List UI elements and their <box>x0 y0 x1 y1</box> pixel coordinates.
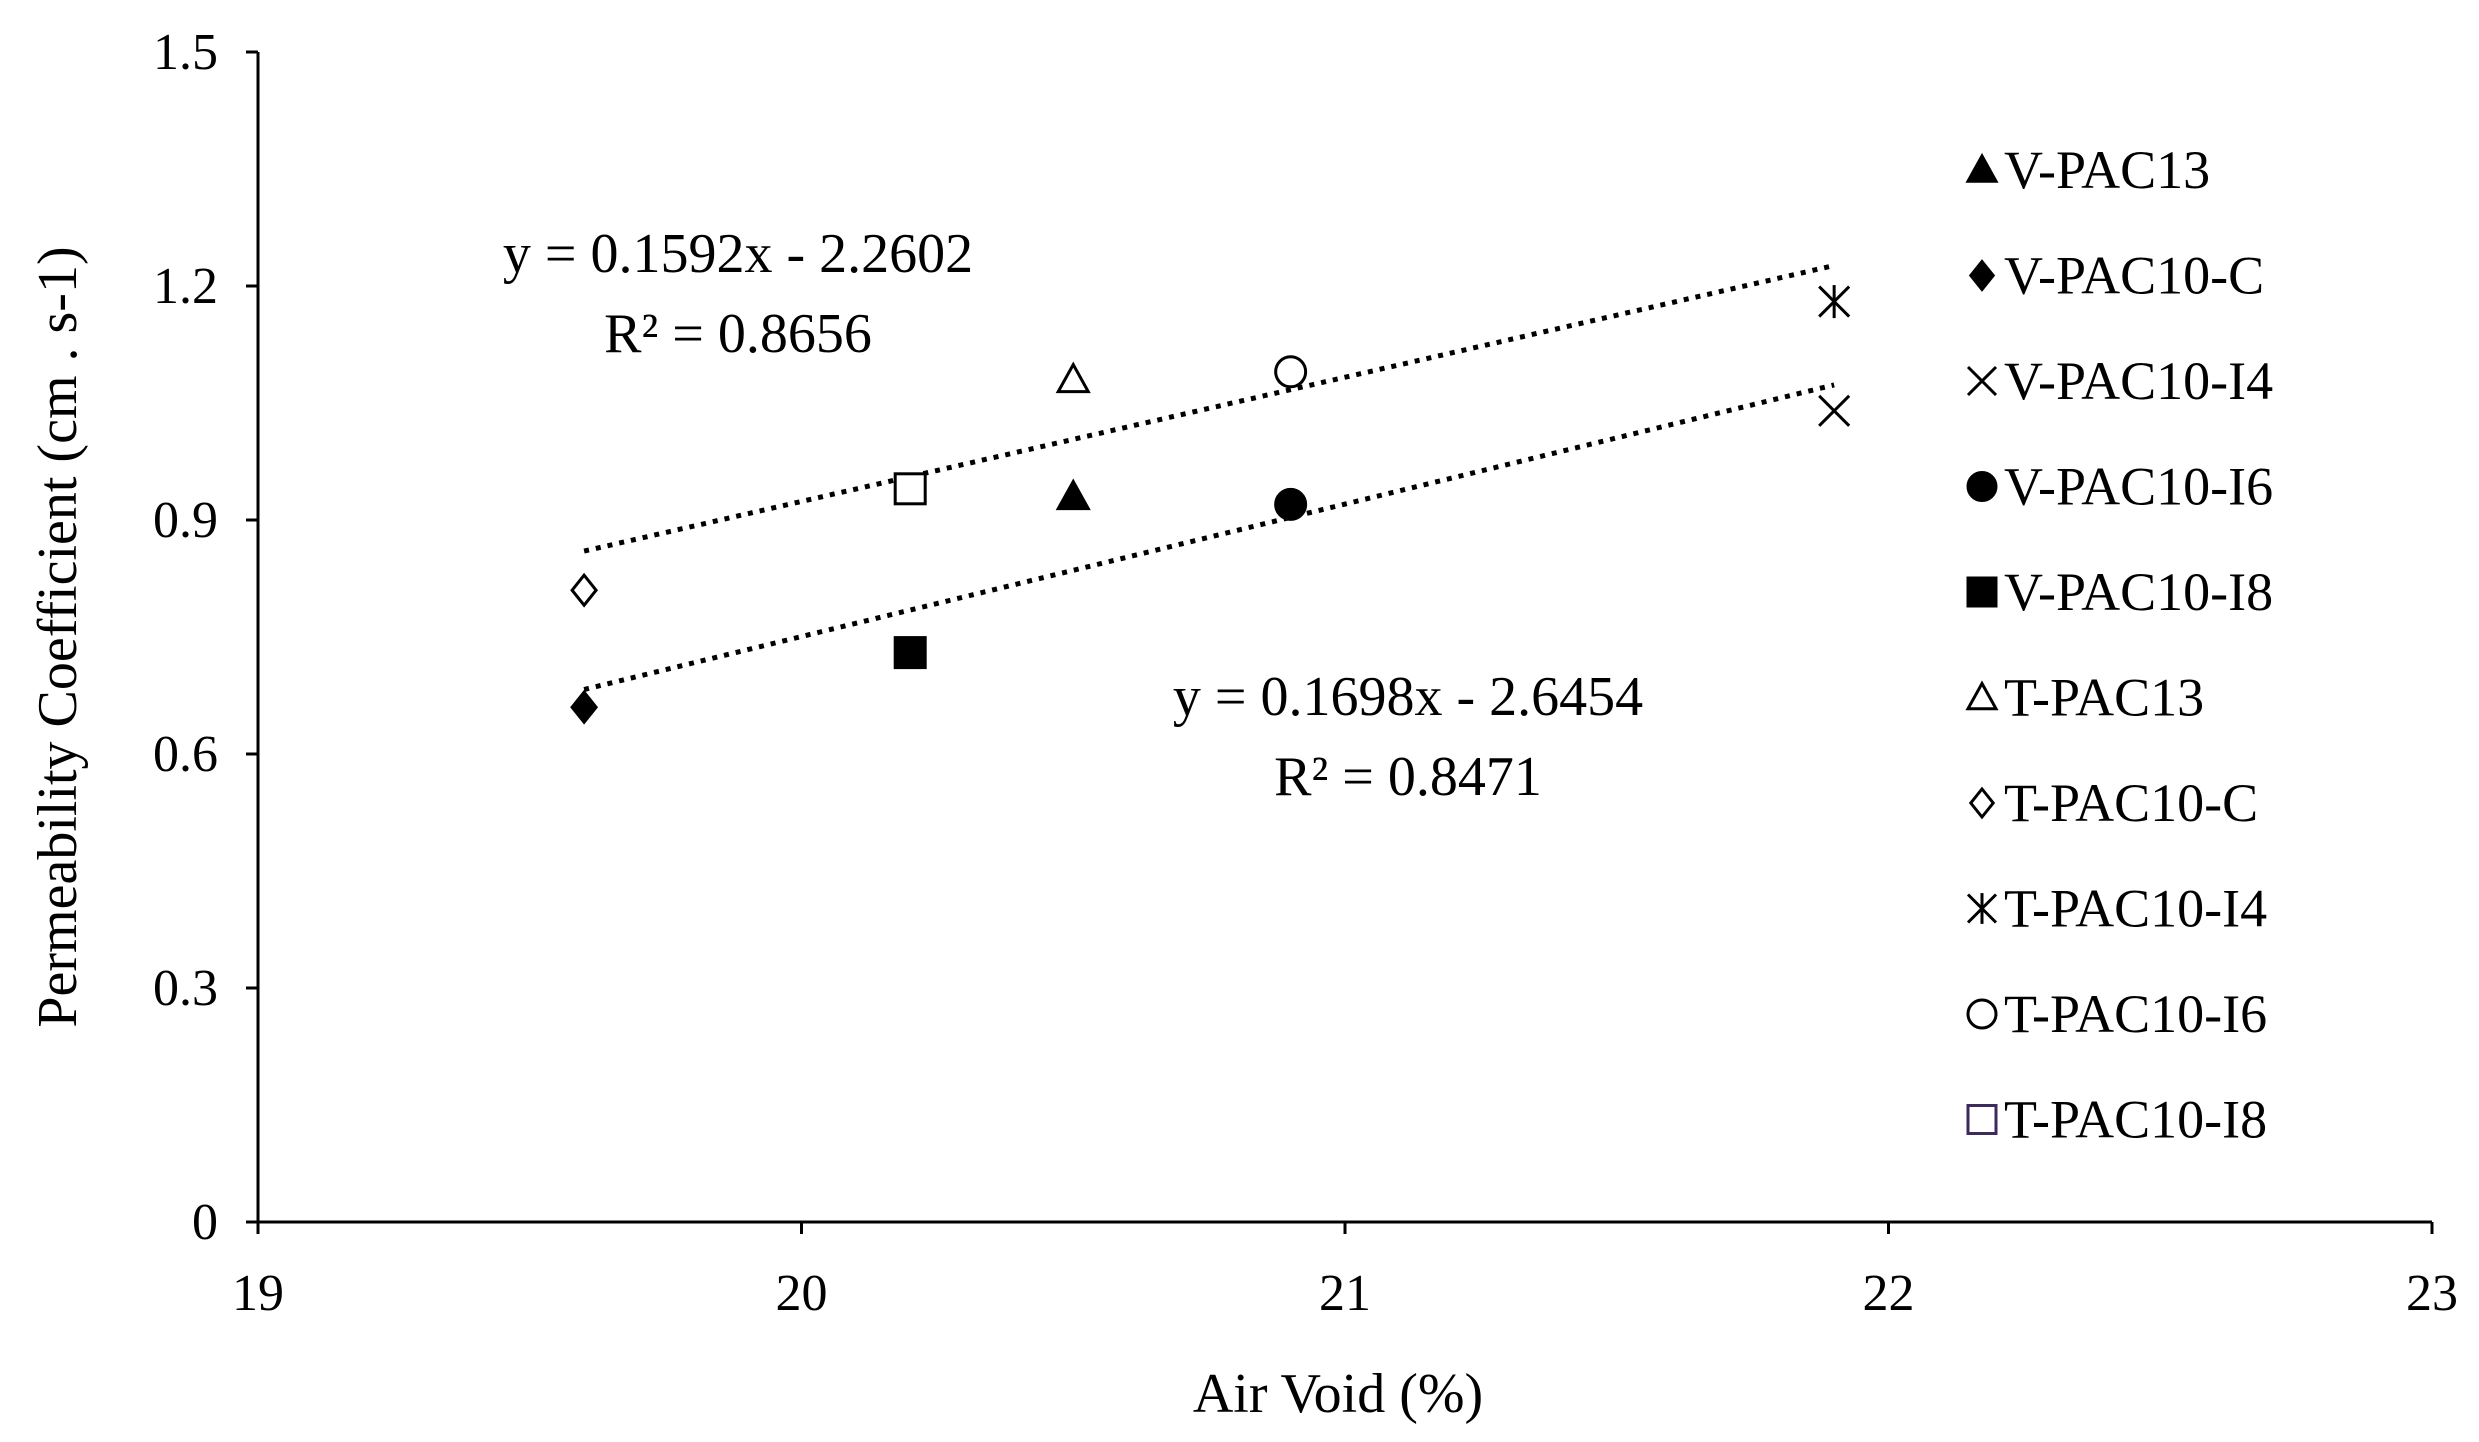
x-tick-label: 20 <box>776 1265 828 1322</box>
legend-label: T-PAC10-C <box>2004 773 2258 833</box>
y-tick-label: 0.9 <box>153 492 218 549</box>
legend-item: T-PAC10-I4 <box>1966 879 2267 939</box>
legend-item: V-PAC10-C <box>1968 246 2264 306</box>
y-tick-label: 0.6 <box>153 726 218 783</box>
x-axis-title: Air Void (%) <box>1193 1363 1483 1425</box>
data-points <box>570 285 1851 725</box>
legend-label: T-PAC10-I4 <box>2004 879 2267 939</box>
x-tick-label: 19 <box>232 1265 284 1322</box>
legend-label: T-PAC13 <box>2004 668 2204 728</box>
legend-label: V-PAC10-I6 <box>2004 457 2273 517</box>
y-tick-label: 0 <box>192 1194 218 1251</box>
legend-marker-v-pac10-i4 <box>1966 365 1998 397</box>
legend-marker-t-pac10-i4 <box>1966 893 1998 924</box>
legend-marker-t-pac13 <box>1965 680 1999 711</box>
legend-marker-t-pac10-c <box>1968 786 1996 820</box>
legend-label: V-PAC13 <box>2004 140 2210 200</box>
x-tick-label: 23 <box>2406 1265 2458 1322</box>
data-point-v-pac10-i4 <box>1818 394 1851 427</box>
data-point-t-pac10-i4 <box>1818 285 1851 319</box>
legend-label: V-PAC10-I4 <box>2004 351 2273 411</box>
legend-marker-v-pac10-i8 <box>1966 576 1998 608</box>
data-point-t-pac10-c <box>570 572 599 608</box>
trendline-1 <box>583 263 1835 554</box>
legend-label: V-PAC10-I8 <box>2004 562 2273 622</box>
legend-label: T-PAC10-I8 <box>2004 1090 2267 1150</box>
data-point-v-pac10-c <box>570 689 599 725</box>
legend-item: V-PAC10-I4 <box>1966 351 2273 411</box>
legend-item: T-PAC13 <box>1965 668 2204 728</box>
y-axis-ticks: 0 0.3 0.6 0.9 1.2 1.5 <box>153 24 258 1251</box>
x-axis-ticks: 19 20 21 22 23 <box>232 1222 2458 1322</box>
data-point-v-pac13 <box>1055 478 1091 511</box>
data-point-t-pac10-i6 <box>1274 355 1308 389</box>
trendlines <box>583 263 1835 692</box>
legend-marker-v-pac10-c <box>1968 259 1996 292</box>
x-tick-label: 21 <box>1319 1265 1371 1322</box>
trendline-2 <box>583 382 1835 692</box>
data-point-t-pac13 <box>1055 361 1091 394</box>
x-tick-label: 22 <box>1863 1265 1915 1322</box>
trendline-2-equation: y = 0.1698x - 2.6454 <box>1173 666 1643 728</box>
trendline-2-r2: R² = 0.8471 <box>1274 746 1542 808</box>
y-tick-label: 1.5 <box>153 24 218 81</box>
legend-item: V-PAC10-I8 <box>1966 562 2273 622</box>
legend-item: T-PAC10-I8 <box>1966 1090 2267 1150</box>
trendline-annotation-1: y = 0.1592x - 2.2602 R² = 0.8656 <box>503 223 973 365</box>
trendline-1-equation: y = 0.1592x - 2.2602 <box>503 223 973 285</box>
legend-label: T-PAC10-I6 <box>2004 984 2267 1044</box>
data-point-v-pac10-i8 <box>893 636 927 670</box>
data-point-t-pac10-i8 <box>893 472 927 506</box>
trendline-annotation-2: y = 0.1698x - 2.6454 R² = 0.8471 <box>1173 666 1643 808</box>
legend-item: T-PAC10-I6 <box>1966 984 2267 1044</box>
data-point-v-pac10-i6 <box>1274 487 1308 521</box>
legend-marker-v-pac10-i6 <box>1966 471 1998 502</box>
legend-item: V-PAC10-I6 <box>1966 457 2273 517</box>
legend-marker-t-pac10-i6 <box>1966 998 1998 1030</box>
y-axis-title: Permeability Coefficient (cm . s-1) <box>27 246 89 1027</box>
legend-marker-v-pac13 <box>1965 152 1999 183</box>
legend-marker-t-pac10-i8 <box>1966 1104 1998 1135</box>
legend-item: V-PAC13 <box>1965 140 2210 200</box>
legend: V-PAC13 V-PAC10-C V-PAC10-I4 V-PAC10-I6 V-PA… <box>1965 140 2273 1150</box>
y-tick-label: 0.3 <box>153 960 218 1017</box>
legend-label: V-PAC10-C <box>2004 246 2264 306</box>
trendline-1-r2: R² = 0.8656 <box>604 303 872 365</box>
y-tick-label: 1.2 <box>153 258 218 315</box>
legend-item: T-PAC10-C <box>1968 773 2258 833</box>
